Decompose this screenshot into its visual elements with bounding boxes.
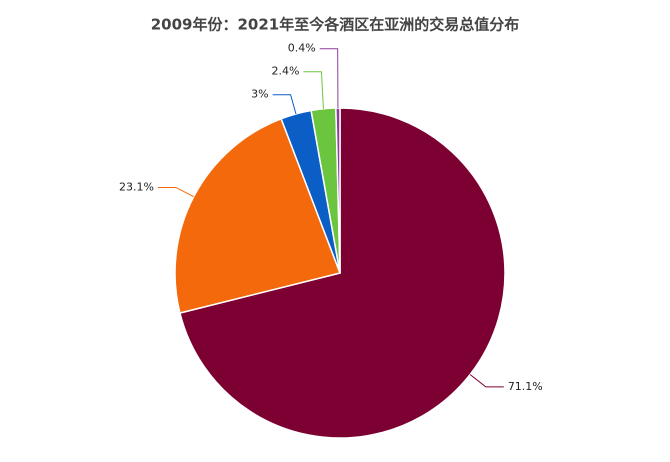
pie-slice [174, 117, 342, 314]
leader-line [469, 374, 504, 388]
data-label: 71.1% [508, 380, 543, 393]
leader-line [303, 71, 324, 109]
data-label: 2.4% [271, 65, 299, 78]
data-label: 23.1% [119, 180, 154, 193]
chart-title: 2009年份：2021年至今各酒区在亚洲的交易总值分布 [151, 16, 520, 34]
leader-line [157, 186, 194, 198]
leader-line [272, 94, 297, 115]
pie-slice [179, 107, 506, 439]
data-label: 0.4% [288, 42, 316, 55]
data-label: 3% [251, 88, 268, 101]
leader-line [319, 48, 339, 109]
